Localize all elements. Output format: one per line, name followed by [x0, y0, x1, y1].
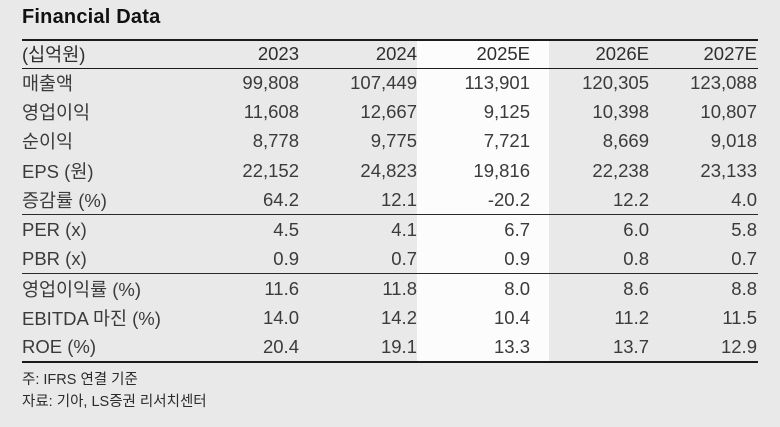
cell-value: 8.6 — [530, 273, 649, 304]
header-row: (십억원) 2023 2024 2025E 2026E 2027E — [22, 40, 758, 69]
table-row: PBR (x) 0.9 0.7 0.9 0.8 0.7 — [22, 244, 758, 273]
cell-value: 13.3 — [493, 335, 530, 357]
cell-value: 4.5 — [192, 214, 299, 245]
row-label: 영업이익률 (%) — [22, 273, 192, 304]
cell-value: 8,669 — [602, 130, 649, 152]
cell-value: 24,823 — [360, 159, 417, 181]
table-row: 영업이익 11,608 12,667 9,125 10,398 10,807 — [22, 97, 758, 126]
cell-value: 120,305 — [582, 71, 649, 93]
cell-value: 11.6 — [192, 273, 299, 304]
table-row: 영업이익률 (%) 11.6 11.8 8.0 8.6 8.8 — [22, 273, 758, 304]
cell-value: 107,449 — [350, 71, 417, 93]
cell-value: 12.2 — [612, 189, 649, 210]
cell-value: 5.8 — [649, 214, 758, 245]
cell-value: 12,667 — [360, 101, 417, 123]
cell-value: 12.9 — [720, 335, 757, 357]
cell-value: 11.5 — [722, 306, 757, 328]
cell-value: 0.9 — [273, 247, 299, 269]
cell-value: 0.8 — [623, 247, 649, 269]
cell-value: 7,721 — [483, 130, 530, 152]
cell-value: 0.9 — [504, 247, 530, 269]
cell-value: 11.2 — [614, 306, 649, 328]
row-label: 증감률 (%) — [22, 190, 107, 211]
table-row: PER (x) 4.5 4.1 6.7 6.0 5.8 — [22, 214, 758, 245]
row-label: ROE (%) — [22, 335, 96, 357]
cell-value: 20.4 — [262, 335, 299, 357]
cell-value: 19.1 — [380, 335, 417, 357]
table-group-valuation: PER (x) 4.5 4.1 6.7 6.0 5.8 PBR (x) 0.9 0.7 0.9 0.… — [22, 214, 758, 274]
cell-value: 10,398 — [592, 101, 649, 123]
cell-value: 123,088 — [690, 71, 757, 93]
cell-value: 11,608 — [243, 101, 299, 123]
footnotes: 주: IFRS 연결 기준 자료: 기아, LS증권 리서치센터 — [22, 369, 207, 413]
cell-value: 113,901 — [464, 71, 531, 93]
cell-value: 99,808 — [242, 71, 299, 93]
cell-value: 8.0 — [417, 273, 530, 304]
column-header-2024: 2024 — [299, 40, 417, 69]
cell-value: 14.0 — [262, 306, 299, 328]
cell-value: 11.8 — [299, 273, 417, 304]
cell-value: 10,807 — [700, 101, 757, 123]
cell-value: 0.7 — [391, 247, 417, 269]
cell-value: 13.7 — [612, 335, 649, 357]
cell-value: 22,152 — [242, 159, 299, 181]
row-label: EBITDA 마진 (%) — [22, 307, 161, 329]
column-header-2027e: 2027E — [649, 40, 758, 69]
cell-value: 8.8 — [649, 273, 758, 304]
row-label: 순이익 — [22, 131, 74, 153]
table-header: (십억원) 2023 2024 2025E 2026E 2027E — [22, 40, 758, 69]
table-group-profitability: 영업이익률 (%) 11.6 11.8 8.0 8.6 8.8 EBITDA 마진 (%) 1… — [22, 273, 758, 362]
cell-value: 6.0 — [530, 214, 649, 245]
page-title: Financial Data — [22, 6, 161, 28]
financial-table: (십억원) 2023 2024 2025E 2026E 2027E 매출액 99,… — [22, 39, 758, 363]
cell-value: 10.4 — [493, 306, 530, 328]
cell-value: 64.2 — [262, 189, 299, 210]
cell-value: 4.0 — [731, 189, 757, 210]
cell-value: 0.7 — [731, 247, 757, 269]
cell-value: 4.1 — [299, 214, 417, 245]
cell-value: 14.2 — [380, 306, 417, 328]
column-header-2026e: 2026E — [530, 40, 649, 69]
table-row: 매출액 99,808 107,449 113,901 120,305 123,088 — [22, 68, 758, 97]
column-header-2025e: 2025E — [417, 40, 530, 69]
table-row: 순이익 8,778 9,775 7,721 8,669 9,018 — [22, 127, 758, 156]
cell-value: 8,778 — [252, 130, 299, 152]
table-row: 증감률 (%) 64.2 12.1 -20.2 12.2 4.0 — [22, 186, 758, 215]
table-row: ROE (%) 20.4 19.1 13.3 13.7 12.9 — [22, 333, 758, 362]
cell-value: 6.7 — [417, 214, 530, 245]
cell-value: 9,125 — [483, 101, 530, 123]
column-header-2023: 2023 — [192, 40, 299, 69]
note-accounting-basis: 주: IFRS 연결 기준 — [22, 372, 138, 388]
cell-value: 9,775 — [370, 130, 417, 152]
cell-value: 22,238 — [592, 159, 649, 181]
table-row: EBITDA 마진 (%) 14.0 14.2 10.4 11.2 11.5 — [22, 303, 758, 332]
table-group-income: 매출액 99,808 107,449 113,901 120,305 123,088 영업이… — [22, 68, 758, 215]
row-label: EPS (원) — [22, 160, 94, 182]
cell-value: 9,018 — [710, 130, 757, 152]
highlight-column-band — [417, 41, 549, 363]
unit-label: (십억원) — [22, 40, 192, 69]
note-source: 자료: 기아, LS증권 리서치센터 — [22, 394, 207, 410]
cell-value: 19,816 — [473, 159, 530, 181]
row-label: 매출액 — [22, 72, 74, 94]
cell-value: 12.1 — [380, 189, 417, 210]
table-row: EPS (원) 22,152 24,823 19,816 22,238 23,133 — [22, 156, 758, 185]
row-label: PBR (x) — [22, 247, 87, 269]
cell-value: 23,133 — [700, 159, 757, 181]
row-label: PER (x) — [22, 214, 192, 245]
cell-value: -20.2 — [487, 189, 530, 210]
row-label: 영업이익 — [22, 102, 91, 124]
